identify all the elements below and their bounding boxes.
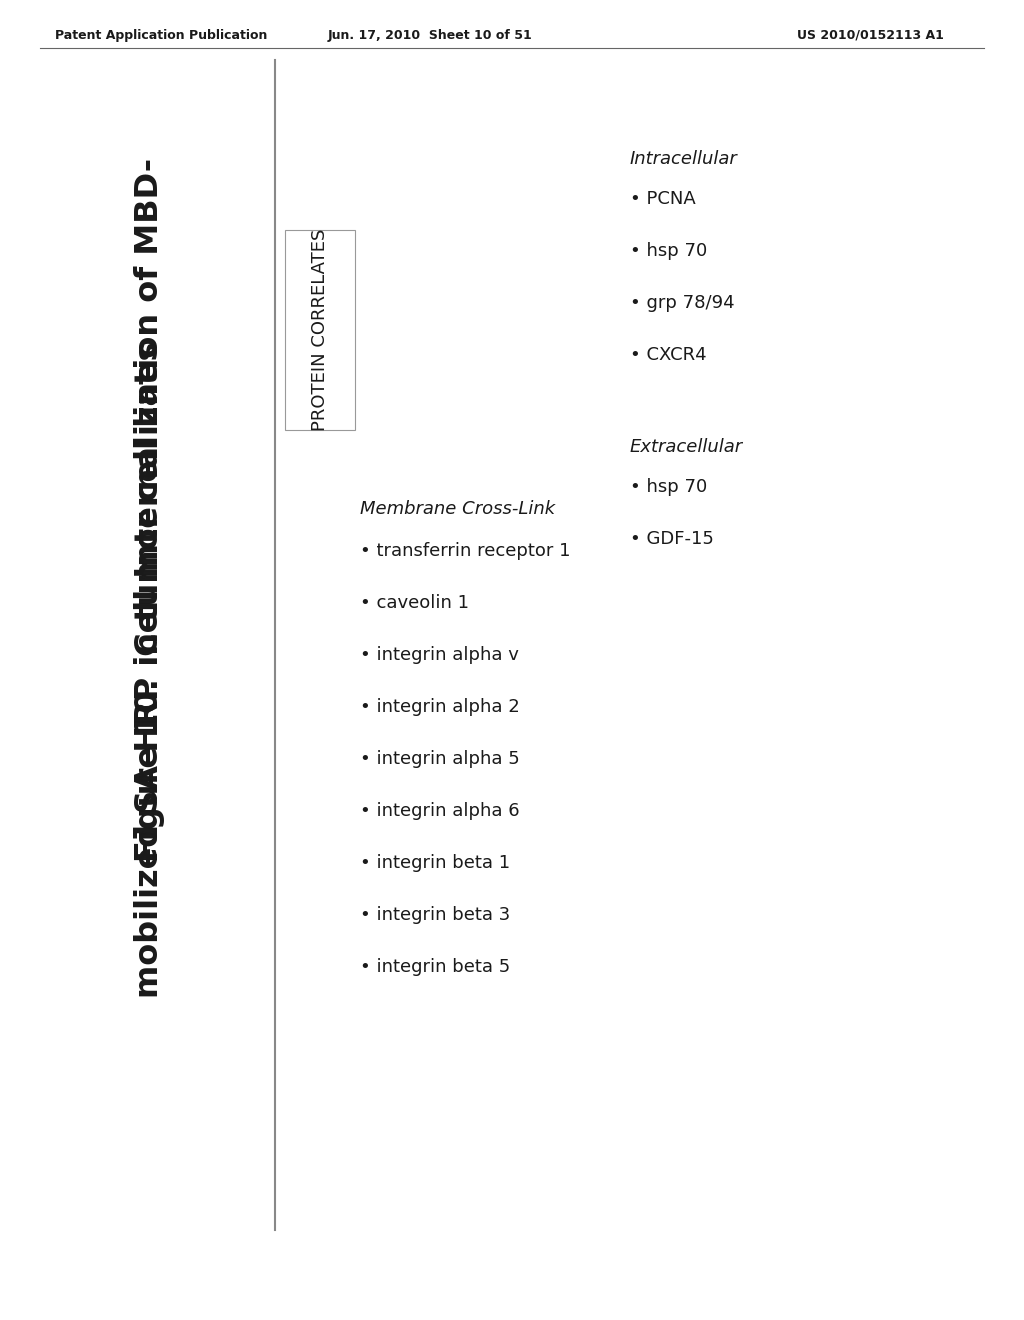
Bar	[285, 230, 355, 430]
Text: • integrin alpha v: • integrin alpha v	[360, 645, 519, 664]
Text: • integrin beta 5: • integrin beta 5	[360, 958, 510, 975]
Text: • hsp 70: • hsp 70	[630, 242, 708, 260]
Text: • CXCR4: • CXCR4	[630, 346, 707, 364]
Text: US 2010/0152113 A1: US 2010/0152113 A1	[797, 29, 943, 41]
Text: • grp 78/94: • grp 78/94	[630, 294, 734, 312]
Text: mobilized SA-HRP in tumor cell lines: mobilized SA-HRP in tumor cell lines	[134, 342, 166, 998]
Text: Intracellular: Intracellular	[630, 150, 737, 168]
Text: Figure 10.  Cell Internalization of MBD-: Figure 10. Cell Internalization of MBD-	[134, 158, 166, 862]
Text: Extracellular: Extracellular	[630, 438, 743, 455]
Text: • integrin alpha 6: • integrin alpha 6	[360, 803, 519, 820]
Text: Jun. 17, 2010  Sheet 10 of 51: Jun. 17, 2010 Sheet 10 of 51	[328, 29, 532, 41]
Text: Patent Application Publication: Patent Application Publication	[55, 29, 267, 41]
Text: • GDF-15: • GDF-15	[630, 531, 714, 548]
Text: • transferrin receptor 1: • transferrin receptor 1	[360, 543, 570, 560]
Text: • integrin beta 3: • integrin beta 3	[360, 906, 510, 924]
Text: • integrin alpha 2: • integrin alpha 2	[360, 698, 520, 715]
Text: • PCNA: • PCNA	[630, 190, 695, 209]
Text: PROTEIN CORRELATES: PROTEIN CORRELATES	[311, 228, 329, 432]
Text: Membrane Cross-Link: Membrane Cross-Link	[360, 500, 555, 517]
Text: • integrin alpha 5: • integrin alpha 5	[360, 750, 520, 768]
Text: • caveolin 1: • caveolin 1	[360, 594, 469, 612]
Text: • integrin beta 1: • integrin beta 1	[360, 854, 510, 873]
Text: • hsp 70: • hsp 70	[630, 478, 708, 496]
